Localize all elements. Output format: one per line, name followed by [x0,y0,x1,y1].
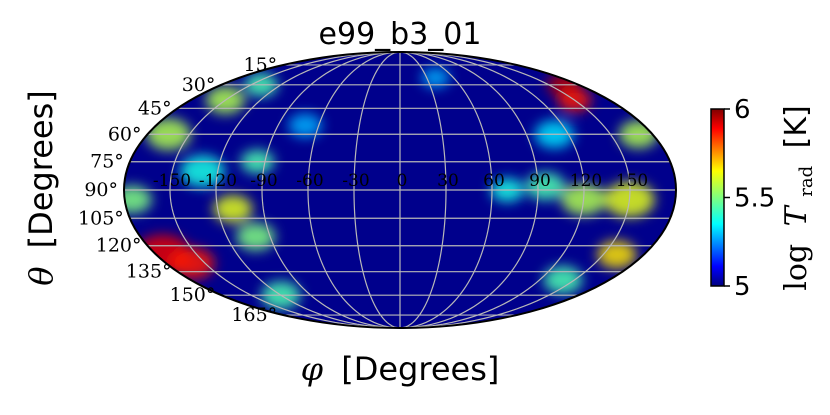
svg-text:log T rad: log T rad [K] [779,105,820,290]
theta-tick-label-5: 90° [84,179,118,201]
phi-tick-label-10: 150 [616,171,648,191]
svg-text:θ [Degrees]: θ [Degrees] [22,90,60,286]
theta-tick-label-9: 150° [170,284,216,306]
phi-tick-label-4: -30 [342,171,369,191]
phi-tick-label-6: 30 [437,171,459,191]
hot-region-21 [288,113,323,138]
theta-tick-labels: 15° 30° 45° 60° 75° 90° 105° 120° 135°150° 165° [78,54,277,326]
colorbar-label-unit: [K] [779,105,814,148]
y-axis-unit: [Degrees] [22,90,60,248]
phi-tick-label-8: 90 [529,171,551,191]
phi-tick-label-9: 120 [570,171,602,191]
colorbar-label: log T rad [K] [779,105,820,290]
theta-tick-label-8: 135° [126,261,172,283]
colorbar-tick-label-1: 5.5 [734,184,775,214]
map-outline [123,51,677,329]
graticule [124,52,676,328]
hot-region-6 [213,194,253,223]
y-axis-label: θ [Degrees] [22,90,60,286]
phi-tick-label-7: 60 [483,171,505,191]
theta-tick-label-6: 105° [78,207,124,229]
theta-tick-label-7: 120° [96,235,142,257]
phi-tick-label-2: -90 [250,171,277,191]
hot-region-1 [169,247,215,280]
phi-tick-label-3: -60 [296,171,323,191]
hot-region-16 [526,172,566,201]
colorbar-tick-label-2: 6 [734,95,751,125]
theta-tick-label-10: 165° [231,304,277,326]
theta-tick-label-0: 15° [244,54,278,76]
theta-tick-label-3: 60° [108,123,142,145]
theta-tick-label-2: 45° [138,97,172,119]
hot-region-10 [180,155,225,188]
colorbar-tick-label-0: 5 [734,272,751,302]
chart-title: e99_b3_01 [319,17,482,52]
phi-tick-labels: -150 -120 -90 -60 -30 0 30 60 90 120 150 [153,171,648,191]
phi-tick-label-0: -150 [153,171,191,191]
colorbar-label-prefix: log [779,244,814,291]
theta-tick-label-1: 30° [182,74,216,96]
x-axis-unit: [Degrees] [341,350,499,388]
theta-tick-label-4: 75° [90,151,124,173]
colorbar: 55.56 log T rad [K] [710,95,820,302]
colorbar-label-symbol: T [779,204,814,226]
x-axis-label: φ [Degrees] [301,350,500,388]
hot-region-5 [124,185,152,214]
colorbar-ticks: 55.56 [724,95,775,302]
y-axis-symbol: θ [22,267,60,286]
phi-tick-label-1: -120 [199,171,237,191]
map-area: -150 -120 -90 -60 -30 0 30 60 90 120 150 [123,51,677,329]
hot-region-7 [236,222,276,251]
phi-tick-label-5: 0 [397,171,408,191]
x-axis-symbol: φ [301,350,324,388]
colorbar-gradient [710,108,725,287]
hot-region-19 [543,265,583,294]
hot-region-18 [597,240,637,269]
colorbar-label-sub: rad [796,166,817,197]
